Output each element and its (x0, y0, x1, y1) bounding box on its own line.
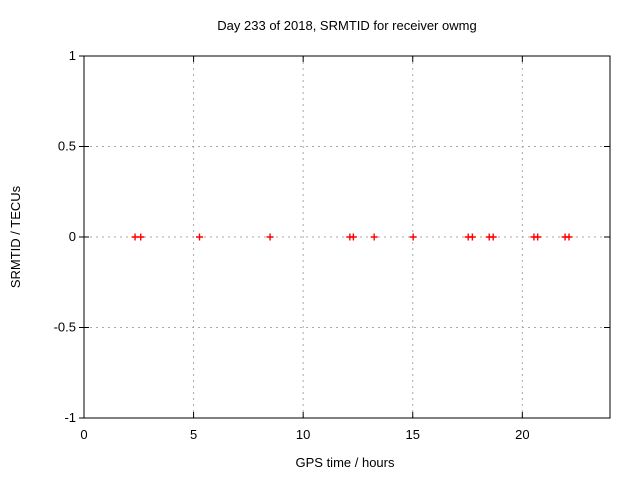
axes-layer: 0 5 10 15 20 -1 -0.5 0 0.5 1 (54, 48, 611, 442)
y-tick-label: -0.5 (54, 320, 76, 335)
data-point (370, 233, 378, 241)
y-tick-label: 0 (69, 229, 76, 244)
data-point (489, 233, 497, 241)
x-tick-label: 5 (190, 427, 197, 442)
chart-title: Day 233 of 2018, SRMTID for receiver owm… (217, 18, 476, 33)
y-tick-label: -1 (64, 410, 76, 425)
data-point (196, 233, 204, 241)
x-tick-label: 15 (406, 427, 420, 442)
data-point (468, 233, 476, 241)
y-axis-label: SRMTID / TECUs (8, 185, 23, 288)
x-axis-label: GPS time / hours (296, 455, 395, 470)
x-tick-label: 20 (515, 427, 529, 442)
y-tick-label: 1 (69, 48, 76, 63)
data-point (349, 233, 357, 241)
data-point (409, 233, 417, 241)
y-tick-label: 0.5 (58, 139, 76, 154)
x-tick-label: 0 (80, 427, 87, 442)
data-points-layer (131, 233, 573, 241)
data-point (534, 233, 542, 241)
x-tick-label: 10 (296, 427, 310, 442)
data-point (137, 233, 145, 241)
data-point (266, 233, 274, 241)
data-point (565, 233, 573, 241)
